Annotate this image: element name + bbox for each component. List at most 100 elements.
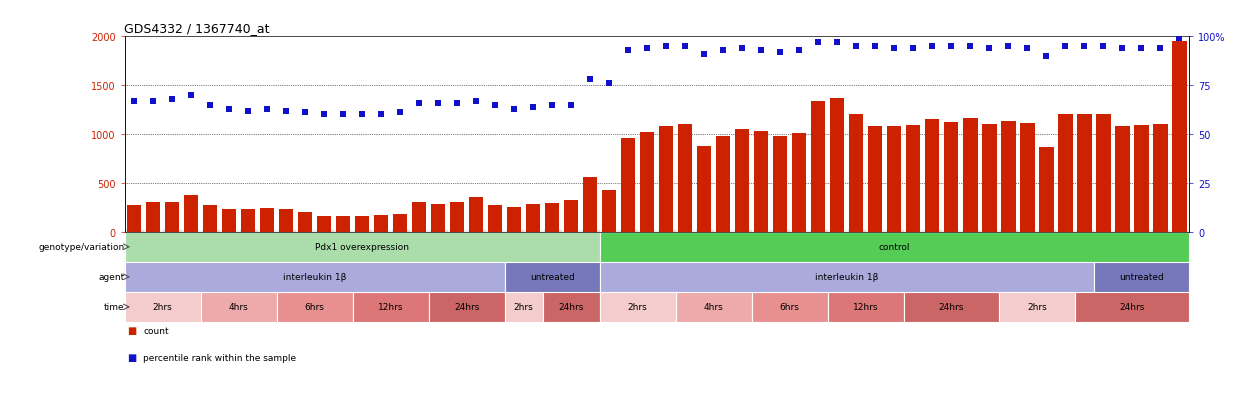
Bar xyxy=(317,216,331,232)
Bar xyxy=(583,178,598,232)
Bar xyxy=(982,125,996,232)
Text: 4hrs: 4hrs xyxy=(229,303,249,312)
Text: control: control xyxy=(879,243,910,252)
Text: GDS4332 / 1367740_at: GDS4332 / 1367740_at xyxy=(124,21,270,35)
Text: untreated: untreated xyxy=(530,273,574,282)
Text: agent: agent xyxy=(98,273,125,282)
Point xyxy=(599,81,619,87)
Bar xyxy=(676,292,752,322)
Point xyxy=(314,112,334,119)
Point xyxy=(1074,44,1094,50)
Bar xyxy=(1074,292,1189,322)
Bar xyxy=(925,120,940,232)
Bar xyxy=(488,206,502,232)
Text: 24hrs: 24hrs xyxy=(454,303,479,312)
Point xyxy=(561,102,581,109)
Bar xyxy=(242,210,255,232)
Point xyxy=(1113,45,1133,52)
Point xyxy=(789,47,809,54)
Point xyxy=(523,104,543,111)
Bar xyxy=(200,292,276,322)
Point xyxy=(466,98,486,105)
Text: 24hrs: 24hrs xyxy=(559,303,584,312)
Text: 2hrs: 2hrs xyxy=(153,303,172,312)
Text: 2hrs: 2hrs xyxy=(627,303,647,312)
Text: Pdx1 overexpression: Pdx1 overexpression xyxy=(315,243,410,252)
Bar xyxy=(812,102,825,232)
Bar xyxy=(203,206,217,232)
Bar xyxy=(828,292,904,322)
Point xyxy=(1093,44,1113,50)
Text: 12hrs: 12hrs xyxy=(853,303,879,312)
Point xyxy=(181,93,200,99)
Point xyxy=(923,44,942,50)
Bar xyxy=(1116,127,1129,232)
Bar xyxy=(752,292,828,322)
Text: genotype/variation: genotype/variation xyxy=(39,243,124,252)
Point xyxy=(656,44,676,50)
Bar xyxy=(1173,42,1186,232)
Bar xyxy=(260,209,274,232)
Point xyxy=(695,51,715,58)
Text: 4hrs: 4hrs xyxy=(703,303,723,312)
Bar xyxy=(374,216,388,232)
Bar xyxy=(792,134,807,232)
Text: ■: ■ xyxy=(127,325,136,335)
Bar xyxy=(1001,122,1016,232)
Bar xyxy=(1020,124,1035,232)
Bar xyxy=(504,292,543,322)
Point xyxy=(447,100,467,107)
Text: untreated: untreated xyxy=(1119,273,1164,282)
Point xyxy=(751,47,771,54)
Point xyxy=(884,45,904,52)
Text: ■: ■ xyxy=(127,352,136,362)
Bar xyxy=(944,123,959,232)
Point xyxy=(1056,44,1076,50)
Bar xyxy=(527,205,540,232)
Bar xyxy=(735,130,749,232)
Bar xyxy=(431,204,446,232)
Point xyxy=(675,44,695,50)
Text: count: count xyxy=(143,326,169,335)
Bar xyxy=(428,292,504,322)
Point xyxy=(258,106,278,113)
Bar xyxy=(603,190,616,232)
Text: interleukin 1β: interleukin 1β xyxy=(283,273,346,282)
Point xyxy=(200,102,220,109)
Bar xyxy=(222,210,237,232)
Bar xyxy=(659,126,674,232)
Bar xyxy=(184,195,198,232)
Point xyxy=(941,44,961,50)
Bar xyxy=(1077,115,1092,232)
Text: 6hrs: 6hrs xyxy=(779,303,799,312)
Point xyxy=(162,96,182,103)
Bar xyxy=(904,292,998,322)
Bar xyxy=(621,138,635,232)
Bar xyxy=(1058,115,1072,232)
Bar xyxy=(124,232,600,262)
Bar xyxy=(640,133,655,232)
Point xyxy=(276,108,296,114)
Bar xyxy=(504,262,600,292)
Bar xyxy=(412,203,426,232)
Bar xyxy=(336,216,350,232)
Point xyxy=(1169,36,1189,43)
Point xyxy=(828,40,848,46)
Point xyxy=(808,40,828,46)
Bar xyxy=(393,214,407,232)
Bar xyxy=(600,232,1189,262)
Point xyxy=(334,112,354,119)
Point xyxy=(238,108,258,114)
Bar xyxy=(543,292,600,322)
Point xyxy=(904,45,924,52)
Bar xyxy=(754,132,768,232)
Bar xyxy=(600,262,1094,292)
Bar xyxy=(1040,147,1053,232)
Bar xyxy=(146,203,161,232)
Point xyxy=(1132,45,1152,52)
Point xyxy=(124,98,144,105)
Bar xyxy=(469,197,483,232)
Bar xyxy=(1094,262,1189,292)
Bar xyxy=(773,137,787,232)
Point xyxy=(371,112,391,119)
